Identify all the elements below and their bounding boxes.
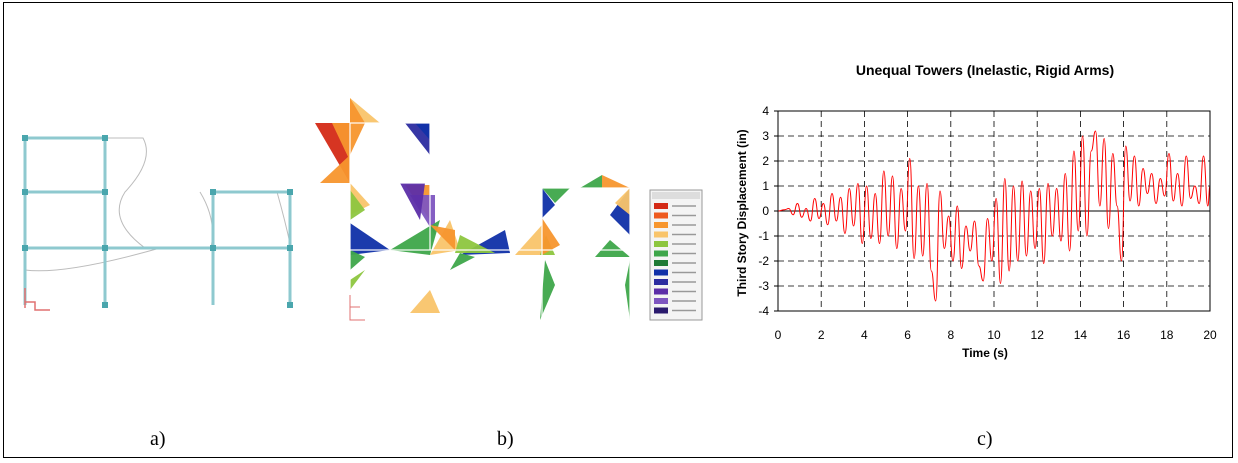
x-tick-label: 18	[1160, 328, 1174, 342]
x-tick-label: 10	[987, 328, 1001, 342]
y-tick-label: -4	[758, 304, 769, 318]
moment-fill	[430, 225, 455, 250]
legend-swatch	[654, 260, 668, 266]
axis-triad-icon	[24, 288, 50, 311]
moment-fill	[410, 290, 440, 313]
plot-area-border	[777, 110, 1211, 312]
caption-a: a)	[150, 428, 166, 450]
moment-fill	[350, 270, 365, 290]
moment-fill	[350, 190, 365, 220]
axis-marker	[24, 288, 50, 311]
chart-series	[777, 130, 1211, 302]
y-tick-label: 2	[762, 154, 769, 168]
frame-nodes	[22, 135, 293, 308]
frame-node	[102, 245, 108, 251]
moment-fill	[450, 253, 475, 270]
frame-node	[210, 189, 216, 195]
frame-node	[287, 245, 293, 251]
frame-members	[23, 136, 292, 305]
moment-fill	[400, 183, 425, 220]
moment-fill	[350, 98, 365, 155]
frame-model-diagram	[22, 135, 293, 311]
color-legend	[649, 189, 703, 321]
moment-fill	[615, 188, 630, 215]
axis-triad-icon	[349, 295, 365, 321]
y-tick-label: 3	[762, 129, 769, 143]
frame-node	[210, 245, 216, 251]
frame-node	[102, 135, 108, 141]
legend-swatch	[654, 307, 668, 314]
x-tick-label: 6	[904, 328, 911, 342]
moment-fill	[625, 260, 630, 320]
moment-fill	[580, 175, 602, 188]
deformed-line	[24, 137, 161, 272]
legend-swatch	[654, 222, 668, 228]
moment-fill	[350, 250, 365, 270]
moment-fills	[315, 98, 630, 320]
legend-swatch	[654, 250, 668, 257]
caption-c: c)	[977, 428, 993, 450]
legend-swatch	[654, 231, 668, 238]
frame-node	[102, 189, 108, 195]
frame-node	[102, 302, 108, 308]
moment-fill	[350, 223, 390, 255]
frame-node	[22, 135, 28, 141]
moment-fill	[415, 123, 430, 140]
frame-node	[22, 245, 28, 251]
moment-fill	[542, 218, 560, 255]
moment-fill	[595, 240, 630, 257]
frame-node	[287, 189, 293, 195]
moment-fill	[332, 123, 350, 161]
legend-swatch	[654, 269, 668, 276]
legend-swatch	[654, 241, 668, 247]
moment-fill	[540, 260, 555, 320]
y-tick-label: -1	[758, 229, 769, 243]
legend-swatch	[654, 203, 668, 209]
series-line	[777, 130, 1211, 302]
figure-frame	[3, 2, 1233, 458]
legend-swatch	[654, 212, 668, 219]
y-tick-label: 4	[762, 104, 769, 118]
caption-b: b)	[497, 428, 514, 450]
moment-fill	[320, 155, 350, 183]
legend-swatch	[654, 298, 668, 304]
y-tick-label: -3	[758, 279, 769, 293]
y-tick-label: 1	[762, 179, 769, 193]
deformed-shape	[24, 137, 292, 272]
x-tick-label: 16	[1117, 328, 1131, 342]
legend-swatch	[654, 279, 668, 285]
x-tick-label: 4	[861, 328, 868, 342]
x-tick-label: 12	[1031, 328, 1045, 342]
moment-diagram	[315, 98, 703, 321]
x-tick-label: 20	[1203, 328, 1217, 342]
x-axis-label: Time (s)	[962, 346, 1008, 360]
frame-node	[287, 302, 293, 308]
legend-header	[652, 192, 700, 199]
moment-fill	[542, 188, 555, 218]
x-tick-label: 8	[947, 328, 954, 342]
x-tick-label: 14	[1074, 328, 1088, 342]
x-tick-label: 2	[818, 328, 825, 342]
moment-fill	[455, 235, 495, 253]
y-tick-label: 0	[762, 204, 769, 218]
moment-frame-members	[349, 122, 631, 320]
axis-marker	[349, 295, 365, 321]
frame-node	[22, 189, 28, 195]
moment-fill	[602, 175, 630, 188]
moment-fill	[542, 188, 570, 203]
legend-swatch	[654, 288, 668, 295]
x-tick-label: 0	[775, 328, 782, 342]
chart-title: Unequal Towers (Inelastic, Rigid Arms)	[855, 62, 1115, 78]
moment-fill	[390, 220, 440, 255]
y-tick-label: -2	[758, 254, 769, 268]
